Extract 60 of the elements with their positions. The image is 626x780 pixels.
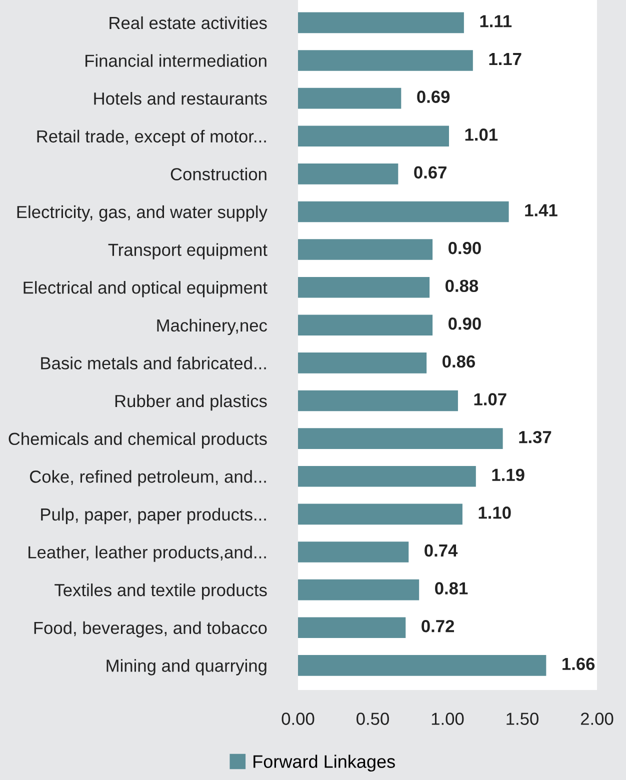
x-tick-label: 1.50 [506, 712, 538, 725]
text: 0.72 [422, 620, 454, 632]
bar [298, 88, 402, 109]
text: 1.11 [480, 15, 512, 28]
y-tick-label: Mining and quarrying [106, 659, 266, 676]
y-tick-label: Pulp, paper, paper products... [41, 508, 266, 524]
text: 1.10 [478, 506, 511, 519]
bar [298, 201, 509, 222]
text: 0.67 [414, 166, 446, 179]
bar [298, 579, 420, 600]
x-tick-label: 0.00 [282, 712, 314, 725]
bar [298, 126, 449, 147]
y-tick-label: Real estate activities [110, 16, 267, 30]
text: 1.19 [492, 468, 524, 482]
y-tick-label: Retail trade, except of motor... [37, 130, 266, 146]
x-tick-label: 2.00 [580, 712, 614, 725]
text: 1.01 [465, 128, 498, 141]
bar [298, 314, 433, 336]
y-tick-label: Electrical and optical equipment [24, 281, 268, 298]
bar [298, 164, 398, 184]
bar [298, 542, 409, 562]
bar [298, 428, 503, 449]
text: 0.90 [448, 318, 481, 330]
text: 0.81 [435, 582, 468, 594]
bar [298, 276, 430, 298]
bar [298, 390, 458, 412]
y-tick-label: Chemicals and chemical products [8, 432, 267, 448]
legend-label: Forward Linkages [254, 754, 395, 772]
y-tick-label: Leather, leather products,and... [28, 546, 266, 562]
y-tick-label: Rubber and plastics [115, 394, 267, 411]
bar [298, 504, 462, 525]
y-tick-label: Coke, refined petroleum, and... [30, 470, 266, 486]
bar [298, 655, 546, 676]
bar [298, 239, 433, 260]
text: 0.86 [442, 355, 476, 368]
text: 1.17 [489, 53, 522, 65]
bar [298, 617, 406, 638]
y-tick-label: Textiles and textile products [54, 584, 267, 600]
text: 1.37 [519, 430, 552, 444]
text: 0.88 [446, 280, 478, 292]
text: 0.90 [448, 242, 481, 254]
y-tick-label: Basic metals and fabricated... [41, 356, 266, 370]
text: 0.74 [424, 544, 458, 557]
x-tick-label: 1.00 [432, 712, 464, 725]
bar [298, 50, 473, 71]
y-tick-label: Hotels and restaurants [94, 92, 267, 105]
x-tick-label: 0.50 [356, 712, 389, 725]
text: 1.66 [562, 658, 595, 670]
y-tick-label: Machinery,nec [157, 318, 267, 336]
y-tick-label: Construction [170, 168, 266, 180]
y-tick-label: Electricity, gas, and water supply [17, 205, 268, 222]
text: 1.07 [474, 393, 506, 406]
y-tick-label: Financial intermediation [86, 54, 266, 67]
text: 1.41 [525, 204, 558, 216]
text: 0.69 [417, 90, 450, 103]
bar [298, 352, 427, 374]
y-tick-label: Food, beverages, and tobacco [34, 621, 267, 638]
bar [298, 466, 476, 487]
bar [298, 12, 464, 34]
y-tick-label: Transport equipment [108, 243, 268, 260]
